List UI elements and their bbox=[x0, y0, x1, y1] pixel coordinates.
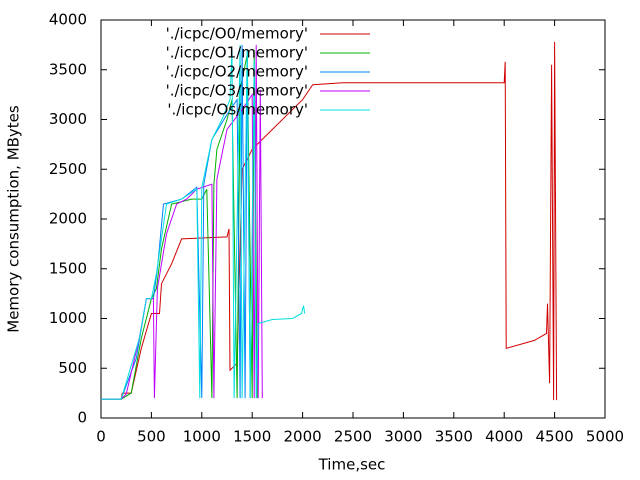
x-axis-label: Time,sec bbox=[318, 456, 386, 474]
y-axis-label: Memory consumption, MBytes bbox=[5, 105, 23, 333]
y-tick-label: 2500 bbox=[49, 160, 87, 178]
legend-label: './icpc/O2/memory' bbox=[166, 63, 308, 81]
series-line bbox=[101, 49, 258, 400]
y-tick-label: 4000 bbox=[49, 11, 87, 29]
y-tick-label: 3500 bbox=[49, 60, 87, 78]
legend-label: './icpc/Os/memory' bbox=[167, 101, 308, 119]
plot-border bbox=[100, 19, 606, 419]
x-tick-label: 500 bbox=[137, 428, 166, 446]
series-line bbox=[101, 44, 306, 400]
x-tick-label: 1000 bbox=[183, 428, 221, 446]
x-tick-label: 3500 bbox=[435, 428, 473, 446]
legend-label: './icpc/O1/memory' bbox=[166, 44, 308, 62]
y-tick-label: 1500 bbox=[49, 259, 87, 277]
x-tick-label: 3000 bbox=[384, 428, 422, 446]
y-tick-label: 3000 bbox=[49, 110, 87, 128]
y-tick-label: 500 bbox=[58, 359, 87, 377]
y-tick-label: 1000 bbox=[49, 309, 87, 327]
legend-label: './icpc/O0/memory' bbox=[166, 25, 308, 43]
legend-label: './icpc/O3/memory' bbox=[166, 82, 308, 100]
x-tick-label: 2000 bbox=[284, 428, 322, 446]
x-tick-label: 0 bbox=[96, 428, 106, 446]
x-tick-label: 5000 bbox=[586, 428, 624, 446]
x-tick-label: 1500 bbox=[233, 428, 271, 446]
x-tick-label: 4000 bbox=[485, 428, 523, 446]
x-tick-label: 2500 bbox=[334, 428, 372, 446]
y-tick-label: 2000 bbox=[49, 210, 87, 228]
x-tick-label: 4500 bbox=[536, 428, 574, 446]
y-tick-label: 0 bbox=[77, 409, 87, 427]
